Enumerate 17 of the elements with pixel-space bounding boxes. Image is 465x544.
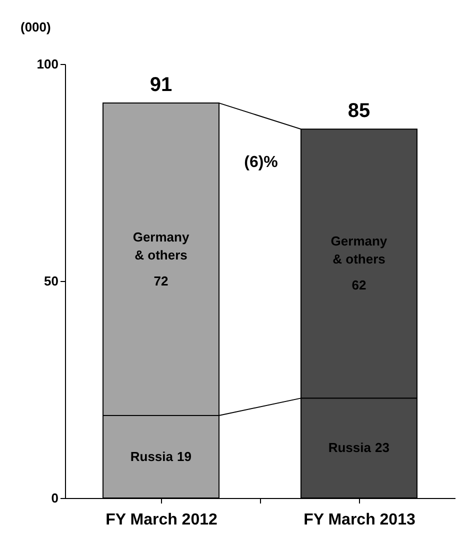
y-tick-label: 0 xyxy=(51,490,58,506)
data-label: 72 xyxy=(154,273,168,288)
total-label: 85 xyxy=(348,100,370,122)
data-label: 19 xyxy=(177,448,192,464)
x-tick-label: FY March 2013 xyxy=(304,512,416,528)
text: Germany & others xyxy=(330,234,388,267)
y-tick-label: 50 xyxy=(44,274,58,288)
data-label: 23 xyxy=(374,440,390,456)
x-tick-label: FY March 2012 xyxy=(106,512,218,528)
y-axis-title: (000) xyxy=(20,20,51,34)
y-tick-label: 100 xyxy=(36,56,58,72)
annotation: (6)% xyxy=(244,154,278,171)
data-label: 62 xyxy=(352,278,366,293)
series-label: Russia xyxy=(130,448,174,464)
text: Russia xyxy=(328,440,371,456)
total-label: 91 xyxy=(150,74,172,96)
series-label: Germany & others xyxy=(132,229,190,262)
